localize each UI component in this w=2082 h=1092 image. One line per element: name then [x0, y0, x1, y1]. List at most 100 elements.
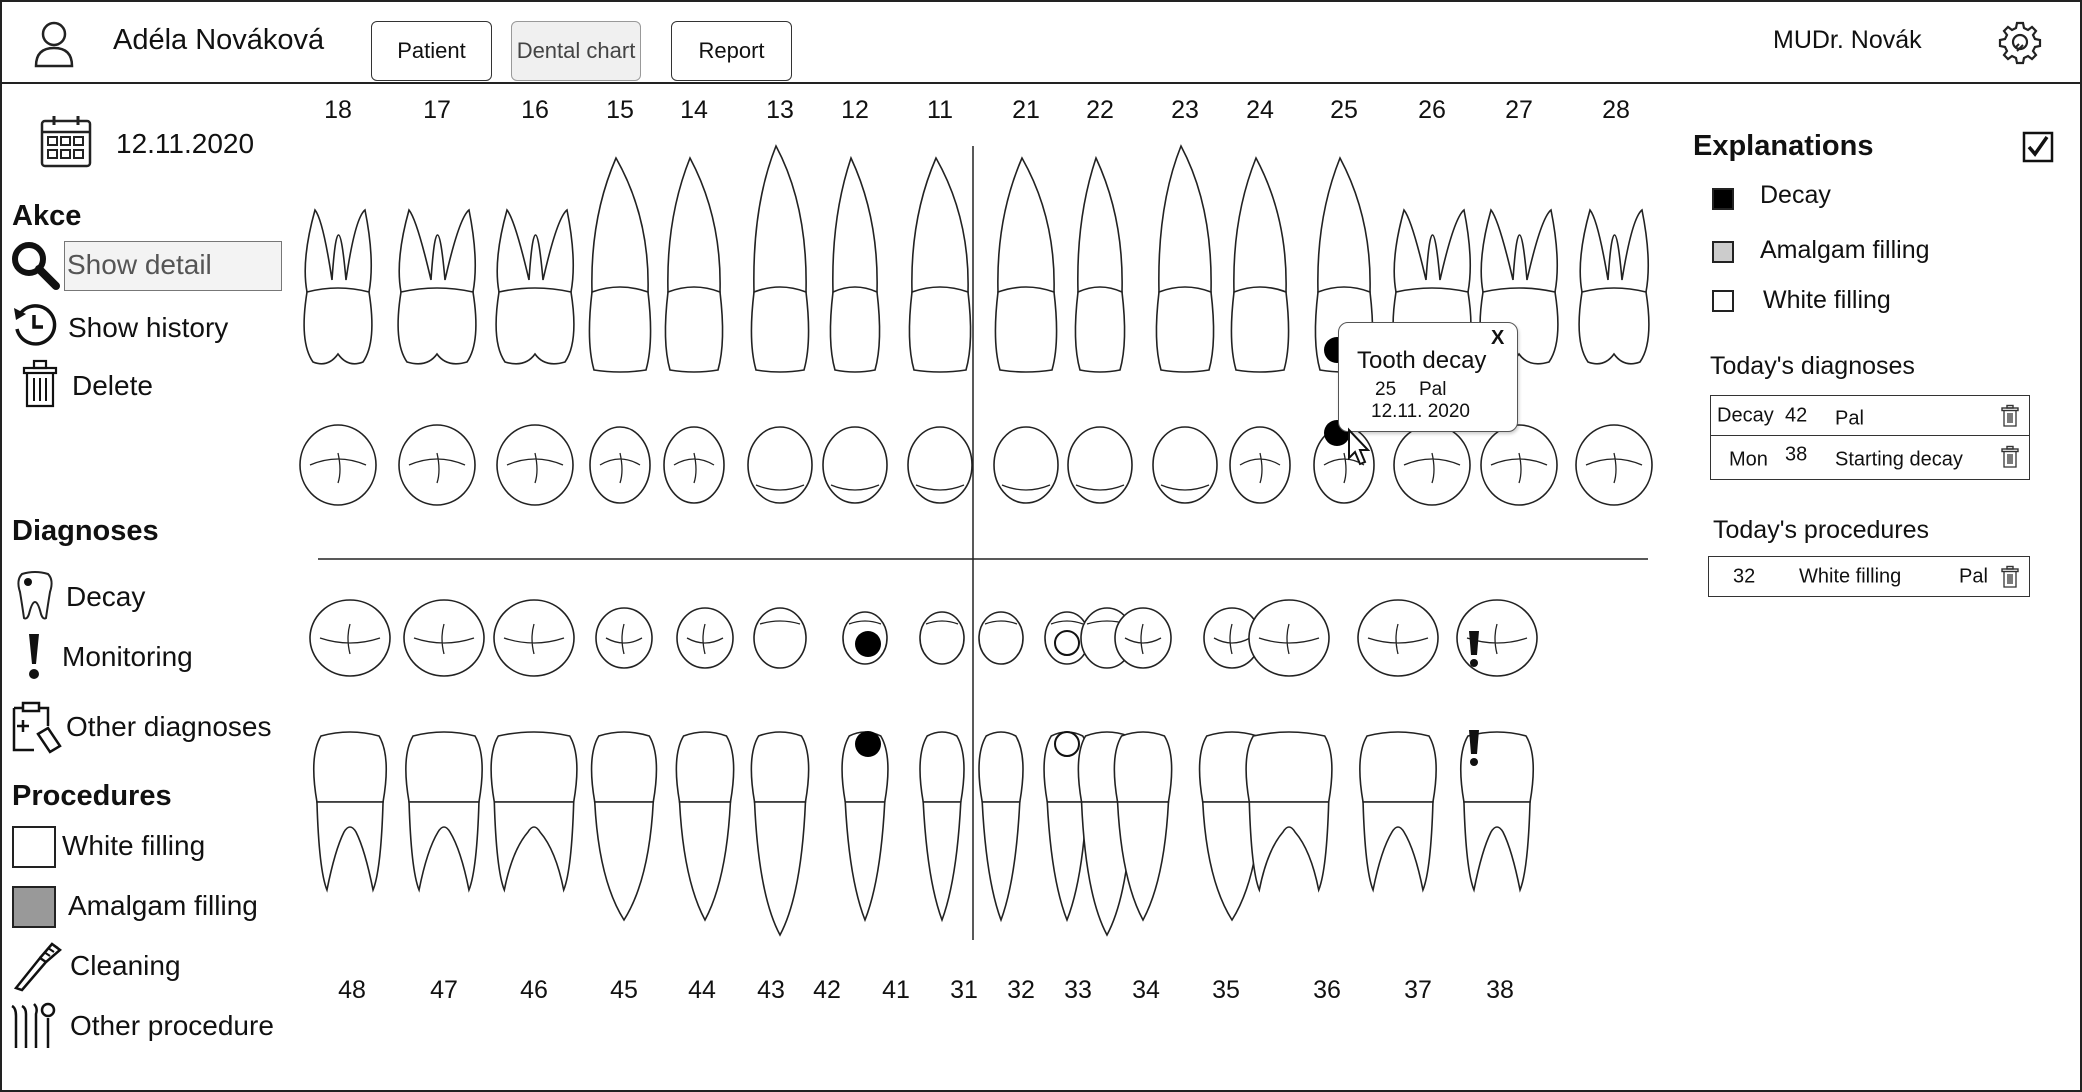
tooth-lower-occlusal-35[interactable] [1203, 607, 1261, 669]
amalgam-filling-button[interactable]: Amalgam filling [68, 890, 258, 921]
tooth-number-23[interactable]: 23 [1171, 96, 1199, 124]
tooth-upper-side-16[interactable] [495, 208, 575, 365]
other-procedure-button[interactable]: Other procedure [70, 1010, 274, 1041]
diagnosis-row[interactable]: Decay 42 Pal [1710, 395, 2030, 436]
tooth-number-18[interactable]: 18 [324, 96, 352, 124]
tooltip-close-icon[interactable]: X [1491, 327, 1505, 349]
tooth-lower-occlusal-37[interactable] [1357, 599, 1439, 677]
tooth-number-12[interactable]: 12 [841, 96, 869, 124]
tooth-lower-side-43[interactable] [750, 731, 810, 937]
tooth-lower-side-36[interactable] [1245, 731, 1333, 893]
tooth-lower-side-48[interactable] [312, 731, 388, 893]
tooth-upper-occlusal-11[interactable] [907, 426, 973, 504]
tooth-upper-occlusal-24[interactable] [1229, 426, 1291, 504]
tooth-number-43[interactable]: 43 [757, 976, 785, 1004]
tooth-number-33[interactable]: 33 [1064, 976, 1092, 1004]
tooth-number-38[interactable]: 38 [1486, 976, 1514, 1004]
explanations-checkbox[interactable] [2022, 131, 2054, 163]
delete-row-icon[interactable] [2001, 445, 2019, 468]
diagnosis-row[interactable]: Mon 38 Starting decay [1710, 436, 2030, 480]
tooth-upper-occlusal-14[interactable] [663, 426, 725, 504]
tooth-number-17[interactable]: 17 [423, 96, 451, 124]
tooth-lower-side-38[interactable] [1459, 731, 1535, 893]
tooth-lower-occlusal-31[interactable] [978, 611, 1024, 665]
tab-report[interactable]: Report [671, 21, 792, 81]
clipboard-icon[interactable] [10, 700, 62, 754]
tooth-upper-occlusal-23[interactable] [1152, 426, 1218, 504]
tooth-lower-side-42[interactable] [841, 731, 889, 923]
tooth-number-27[interactable]: 27 [1505, 96, 1533, 124]
amalgam-filling-swatch[interactable] [12, 886, 56, 928]
tooth-number-11[interactable]: 11 [927, 96, 953, 124]
tooth-number-34[interactable]: 34 [1132, 976, 1160, 1004]
tooth-number-41[interactable]: 41 [882, 976, 910, 1004]
tooth-number-24[interactable]: 24 [1246, 96, 1274, 124]
delete-row-icon[interactable] [2001, 565, 2019, 588]
tooth-lower-side-41[interactable] [919, 731, 965, 923]
calendar-icon[interactable] [40, 114, 92, 168]
tooth-number-13[interactable]: 13 [766, 96, 794, 124]
tooth-lower-occlusal-41[interactable] [919, 611, 965, 665]
white-filling-swatch[interactable] [12, 826, 56, 868]
tooth-upper-side-23[interactable] [1155, 144, 1215, 373]
tooth-lower-occlusal-43[interactable] [753, 607, 807, 669]
tooth-number-37[interactable]: 37 [1404, 976, 1432, 1004]
delete-row-icon[interactable] [2001, 404, 2019, 427]
tooth-upper-side-21[interactable] [994, 156, 1058, 373]
tooth-upper-occlusal-17[interactable] [398, 424, 476, 506]
white-filling-mark-32-occlusal[interactable] [1054, 630, 1080, 656]
tooth-number-42[interactable]: 42 [813, 976, 841, 1004]
tooth-number-45[interactable]: 45 [610, 976, 638, 1004]
procedure-row[interactable]: 32 White filling Pal [1708, 556, 2030, 597]
tooth-upper-side-11[interactable] [908, 156, 972, 373]
tooth-lower-occlusal-46[interactable] [493, 599, 575, 677]
tooth-number-32[interactable]: 32 [1007, 976, 1035, 1004]
decay-tooth-icon[interactable] [16, 570, 54, 622]
settings-gear-icon[interactable] [1998, 20, 2042, 65]
tooth-number-46[interactable]: 46 [520, 976, 548, 1004]
magnifier-icon[interactable] [10, 240, 60, 290]
tooth-lower-occlusal-38[interactable] [1456, 599, 1538, 677]
decay-mark-42-side[interactable] [855, 731, 881, 757]
tooth-lower-occlusal-47[interactable] [403, 599, 485, 677]
tooth-number-28[interactable]: 28 [1602, 96, 1630, 124]
tooth-number-22[interactable]: 22 [1086, 96, 1114, 124]
tooth-upper-side-17[interactable] [397, 208, 477, 365]
tooth-upper-occlusal-22[interactable] [1067, 426, 1133, 504]
tooth-lower-occlusal-34[interactable] [1114, 607, 1172, 669]
tooth-lower-side-45[interactable] [590, 731, 658, 922]
tooth-upper-occlusal-26[interactable] [1393, 424, 1471, 506]
tooth-lower-side-31[interactable] [978, 731, 1024, 923]
tooth-upper-side-28[interactable] [1578, 208, 1650, 365]
tooth-upper-occlusal-12[interactable] [822, 426, 888, 504]
tab-patient[interactable]: Patient [371, 21, 492, 81]
tooth-number-15[interactable]: 15 [606, 96, 634, 124]
tooth-upper-side-18[interactable] [303, 208, 373, 365]
tooth-lower-occlusal-48[interactable] [309, 599, 391, 677]
toothbrush-icon[interactable] [12, 940, 64, 992]
tooth-upper-side-22[interactable] [1074, 155, 1126, 373]
tooth-upper-occlusal-15[interactable] [589, 426, 651, 504]
tooth-upper-side-12[interactable] [829, 155, 881, 373]
history-icon[interactable] [12, 302, 58, 348]
white-filling-mark-32-side[interactable] [1054, 731, 1080, 757]
monitoring-mark-38-occlusal[interactable] [1469, 631, 1479, 667]
tooth-upper-side-13[interactable] [750, 144, 810, 373]
tooth-upper-side-14[interactable] [664, 156, 724, 373]
tooth-upper-occlusal-27[interactable] [1480, 424, 1558, 506]
tooth-lower-side-44[interactable] [675, 731, 735, 922]
tooth-number-47[interactable]: 47 [430, 976, 458, 1004]
tooth-number-14[interactable]: 14 [680, 96, 708, 124]
show-history-button[interactable]: Show history [68, 312, 229, 343]
tooth-upper-occlusal-16[interactable] [496, 424, 574, 506]
tooth-lower-side-47[interactable] [405, 731, 483, 893]
cleaning-button[interactable]: Cleaning [70, 950, 181, 981]
tooth-upper-occlusal-18[interactable] [299, 424, 377, 506]
tooth-upper-occlusal-21[interactable] [993, 426, 1059, 504]
tooth-number-36[interactable]: 36 [1313, 976, 1341, 1004]
monitoring-mark-38-side[interactable] [1469, 730, 1479, 766]
tooth-number-25[interactable]: 25 [1330, 96, 1358, 124]
tab-dental-chart[interactable]: Dental chart [511, 21, 641, 81]
other-diagnoses-button[interactable]: Other diagnoses [66, 711, 272, 742]
